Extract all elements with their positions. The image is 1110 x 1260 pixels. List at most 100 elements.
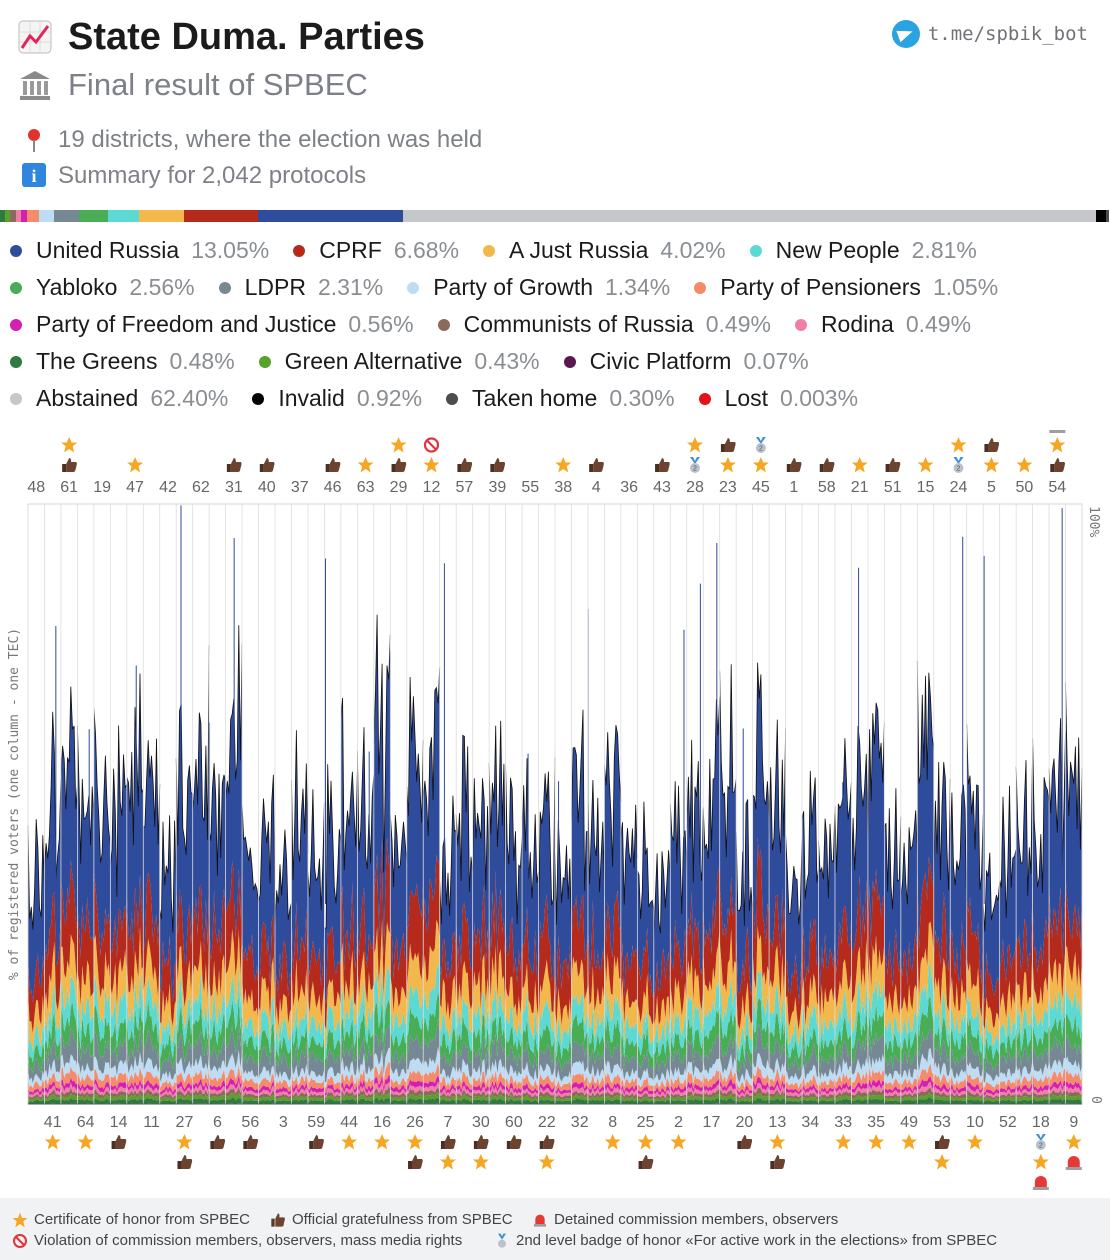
series-area-cprf — [77, 897, 94, 1006]
series-area-rodina — [933, 1086, 951, 1096]
star-icon — [77, 1134, 94, 1150]
series-area-cprf — [390, 923, 407, 1013]
legend-dot — [10, 355, 22, 368]
series-area-ldpr — [703, 1033, 720, 1075]
series-area-party-of-pensioners — [1016, 1069, 1033, 1091]
thumbs-up-icon — [62, 458, 77, 472]
series-area-new-people — [439, 1008, 457, 1055]
series-area-cprf — [373, 836, 391, 996]
series-area-rodina — [802, 1088, 819, 1097]
series-area-green-alternative — [522, 1095, 539, 1102]
series-area-united-russia — [917, 660, 934, 951]
series-area-party-of-pensioners — [538, 1074, 555, 1090]
star-icon — [12, 1212, 28, 1228]
series-area-ldpr — [192, 1024, 210, 1071]
series-area-party-of-pensioners — [802, 1073, 819, 1091]
series-area-cprf — [324, 926, 341, 1030]
series-area-yabloko — [324, 1028, 341, 1071]
telegram-link[interactable]: t.me/spbik_bot — [891, 20, 1088, 48]
series-area-yabloko — [653, 1037, 671, 1070]
legend-item: The Greens 0.48% — [10, 348, 235, 375]
series-area-party-of-growth — [291, 1061, 308, 1086]
series-area-rodina — [1049, 1084, 1066, 1095]
series-area-green-alternative — [835, 1095, 852, 1102]
star-icon — [950, 437, 967, 453]
series-area-cprf — [110, 905, 127, 1006]
series-area-party-of-freedom-and-justice — [670, 1084, 687, 1094]
series-area-the-greens — [1065, 1098, 1082, 1104]
series-area-party-of-growth — [176, 1057, 193, 1083]
series-area-a-just-russia — [983, 996, 1000, 1047]
series-area-party-of-freedom-and-justice — [917, 1076, 934, 1090]
series-area-ldpr — [489, 1033, 506, 1074]
series-area-communists-of-russia — [406, 1088, 424, 1099]
series-area-cprf — [258, 914, 275, 1019]
series-area-party-of-freedom-and-justice — [851, 1082, 868, 1093]
series-area-green-alternative — [110, 1095, 127, 1101]
invalid-edge — [175, 703, 194, 856]
series-area-party-of-freedom-and-justice — [719, 1078, 737, 1092]
bottom-tec-label: 34 — [801, 1114, 819, 1131]
series-area-the-greens — [192, 1097, 210, 1104]
star-icon — [868, 1134, 885, 1150]
series-area-green-alternative — [93, 1093, 111, 1102]
series-area-ldpr — [933, 1039, 951, 1077]
invalid-edge — [27, 819, 45, 930]
series-area-rodina — [587, 1087, 605, 1096]
series-area-new-people — [192, 968, 210, 1041]
series-area-cprf — [653, 948, 671, 1027]
series-area-green-alternative — [390, 1096, 407, 1101]
series-area-the-greens — [93, 1098, 111, 1104]
top-tec-label: 62 — [192, 479, 210, 496]
series-area-party-of-growth — [686, 1061, 704, 1084]
series-area-party-of-pensioners — [818, 1076, 835, 1093]
series-area-party-of-pensioners — [851, 1070, 868, 1090]
legend-label: CPRF — [319, 237, 382, 263]
series-area-the-greens — [308, 1099, 325, 1104]
series-area-communists-of-russia — [60, 1087, 78, 1099]
series-area-party-of-freedom-and-justice — [736, 1085, 753, 1096]
series-area-green-alternative — [242, 1096, 259, 1102]
series-area-a-just-russia — [1032, 959, 1050, 1027]
series-area-new-people — [966, 993, 984, 1054]
series-area-rodina — [538, 1087, 555, 1097]
series-area-yabloko — [670, 1027, 687, 1064]
series-area-the-greens — [505, 1098, 523, 1104]
series-area-party-of-growth — [983, 1072, 1000, 1088]
bottom-tec-label: 3 — [279, 1114, 288, 1131]
series-area-party-of-pensioners — [884, 1078, 901, 1091]
series-area-rodina — [851, 1086, 868, 1096]
series-area-united-russia — [242, 804, 259, 991]
series-area-ldpr — [209, 1037, 226, 1072]
star-icon — [374, 1134, 391, 1150]
legend-label: Invalid — [278, 385, 345, 411]
series-area-a-just-russia — [159, 983, 177, 1046]
series-area-rodina — [93, 1083, 111, 1096]
series-area-cprf — [192, 857, 210, 999]
top-tec-label: 21 — [851, 479, 869, 496]
series-area-party-of-pensioners — [357, 1067, 374, 1090]
legend-item: Green Alternative 0.43% — [258, 348, 540, 375]
series-area-cprf — [571, 893, 588, 1000]
star-icon — [1016, 457, 1033, 473]
series-area-united-russia — [818, 806, 835, 992]
invalid-edge — [357, 727, 375, 870]
thumbs-up-icon — [638, 1155, 654, 1169]
series-area-green-alternative — [884, 1096, 901, 1102]
series-area-the-greens — [176, 1098, 193, 1104]
series-area-a-just-russia — [604, 936, 621, 1021]
series-area-new-people — [752, 971, 770, 1033]
series-area-rodina — [176, 1086, 193, 1096]
series-area-party-of-growth — [489, 1058, 506, 1082]
series-area-the-greens — [818, 1099, 835, 1104]
series-area-communists-of-russia — [291, 1090, 308, 1100]
legend-label: United Russia — [36, 237, 180, 263]
legend-percent: 0.92% — [356, 385, 423, 411]
series-area-a-just-russia — [275, 993, 292, 1046]
series-area-yabloko — [258, 1023, 275, 1067]
series-area-communists-of-russia — [126, 1089, 144, 1098]
top-tec-label: 54 — [1048, 479, 1066, 496]
series-area-new-people — [93, 975, 111, 1042]
series-area-party-of-pensioners — [966, 1071, 984, 1091]
series-area-rodina — [917, 1081, 934, 1094]
